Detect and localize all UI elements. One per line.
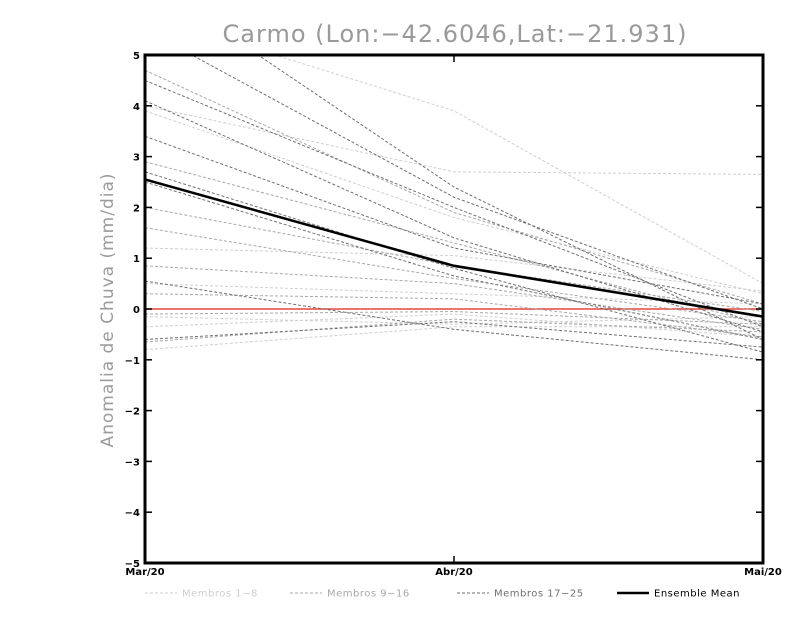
y-tick-label: 1: [133, 254, 140, 265]
series-member-group-3: [145, 280, 763, 361]
y-tick-label: 2: [133, 203, 140, 214]
series-ensemble-mean: [145, 178, 763, 318]
x-tick-label: Abr/20: [435, 567, 472, 578]
x-tick-label: Mai/20: [744, 567, 782, 578]
series-member-group-3: [190, 55, 763, 310]
legend-label: Membros 1−8: [182, 589, 258, 600]
x-tick-label: Mar/20: [125, 567, 164, 578]
series-member-group-3: [145, 171, 763, 353]
y-tick-label: −3: [125, 457, 140, 468]
series-layer: [145, 55, 763, 361]
series-member-group-3: [145, 135, 763, 305]
series-member-group-3: [145, 79, 763, 328]
chart-title: Carmo (Lon:−42.6046,Lat:−21.931): [223, 20, 688, 48]
legend-label: Ensemble Mean: [654, 589, 740, 600]
y-tick-label: −1: [125, 356, 140, 367]
y-tick-label: −4: [125, 508, 140, 519]
series-member-group-1: [145, 316, 763, 325]
series-member-group-1: [145, 313, 763, 338]
y-tick-label: 5: [133, 51, 140, 62]
legend-label: Membros 17−25: [494, 589, 584, 600]
series-member-group-2: [145, 318, 763, 343]
y-tick-label: −5: [125, 559, 140, 570]
series-member-group-3: [145, 100, 763, 333]
series-member-group-3: [257, 55, 763, 340]
series-member-group-2: [145, 265, 763, 330]
series-member-group-1: [145, 105, 763, 175]
y-tick-label: 0: [133, 305, 140, 316]
legend: Membros 1−8 Membros 9−16 Membros 17−25 Ense…: [145, 589, 740, 600]
series-member-group-3: [145, 321, 763, 348]
series-member-group-3: [145, 181, 763, 340]
y-ticks: −5 −4 −3 −2 −1 0 1 2 3 4 5: [125, 51, 763, 570]
series-member-group-2: [145, 69, 763, 305]
series-member-group-1: [145, 247, 763, 292]
series-member-group-2: [145, 206, 763, 313]
y-tick-label: −2: [125, 407, 140, 418]
series-member-group-2: [145, 227, 763, 323]
series-member-group-2: [145, 311, 763, 325]
y-tick-label: 3: [133, 153, 140, 164]
x-ticks: Mar/20 Abr/20 Mai/20: [125, 55, 782, 578]
series-member-group-1: [145, 110, 763, 295]
y-axis-label: Anomalia de Chuva (mm/dia): [98, 172, 118, 447]
series-member-group-1: [145, 326, 763, 351]
legend-label: Membros 9−16: [327, 589, 410, 600]
y-tick-label: 4: [133, 102, 140, 113]
series-member-group-2: [145, 161, 763, 325]
